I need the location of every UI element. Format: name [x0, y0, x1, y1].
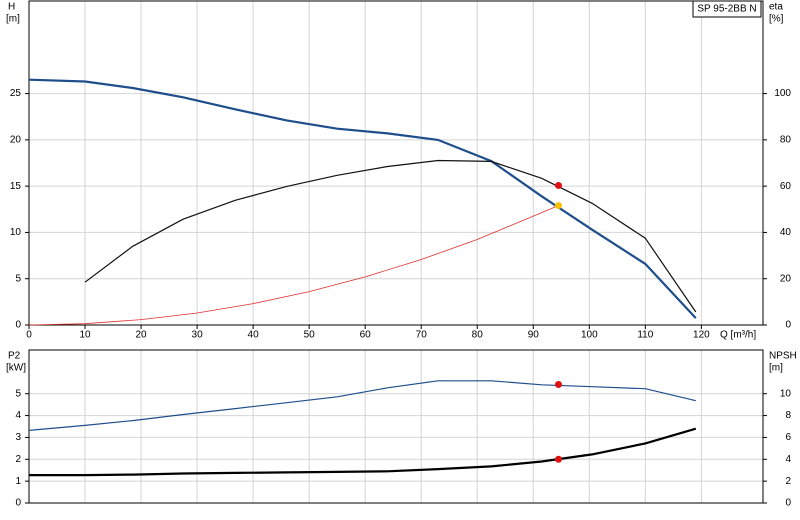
y2-tick-label: 40: [780, 227, 792, 238]
x-tick-label: 70: [416, 330, 428, 341]
y-tick-label: 10: [10, 227, 22, 238]
y2-tick-label: 60: [780, 181, 792, 192]
y-tick-label: 0: [15, 498, 21, 509]
y-axis-label: H: [8, 2, 15, 13]
x-tick-label: 50: [304, 330, 316, 341]
x-tick-label: 30: [192, 330, 204, 341]
x-tick-label: 0: [26, 330, 32, 341]
y-tick-label: 15: [10, 181, 22, 192]
curve: [28, 205, 559, 326]
y2-axis-unit: [m]: [769, 363, 783, 374]
x-tick-label: 10: [79, 330, 91, 341]
x-tick-label: 20: [135, 330, 147, 341]
operating-point: [554, 381, 562, 389]
y2-axis-unit: [%]: [769, 14, 784, 25]
y-tick-label: 1: [15, 476, 21, 487]
curve: [29, 427, 697, 477]
x-tick-label: 120: [693, 330, 710, 341]
y2-axis-label: NPSH: [769, 351, 797, 362]
y-axis-label: P2: [8, 351, 21, 362]
y2-tick-label: 10: [780, 388, 792, 399]
y2-tick-label: 2: [785, 476, 791, 487]
y-tick-label: 0: [15, 320, 21, 331]
y-axis-unit: [m]: [6, 14, 20, 25]
y2-tick-label: 4: [785, 454, 791, 465]
curve: [84, 159, 697, 313]
x-tick-label: 40: [248, 330, 260, 341]
y-tick-label: 4: [15, 410, 21, 421]
y2-tick-label: 0: [785, 320, 791, 331]
y-tick-label: 5: [15, 388, 21, 399]
x-tick-label: 100: [581, 330, 598, 341]
y-axis-unit: [kW]: [6, 363, 26, 374]
x-axis-label: Q [m³/h]: [720, 330, 756, 341]
y-tick-label: 3: [15, 432, 21, 443]
x-tick-label: 80: [472, 330, 484, 341]
plot-frame: [28, 0, 764, 326]
plot-frame: [28, 349, 764, 504]
x-tick-label: 90: [528, 330, 540, 341]
y2-tick-label: 80: [780, 134, 792, 145]
y-tick-label: 5: [15, 273, 21, 284]
x-tick-label: 110: [637, 330, 653, 341]
curve: [28, 380, 696, 431]
legend-label: SP 95-2BB N: [697, 4, 756, 15]
y2-tick-label: 0: [785, 498, 791, 509]
legend-box: [692, 0, 762, 18]
x-tick-label: 60: [360, 330, 372, 341]
operating-point: [554, 181, 562, 189]
y2-tick-label: 20: [780, 273, 792, 284]
operating-point: [554, 455, 562, 463]
y2-tick-label: 6: [785, 432, 791, 443]
y-tick-label: 20: [10, 134, 22, 145]
y2-tick-label: 100: [774, 88, 791, 99]
y2-tick-label: 8: [785, 410, 791, 421]
y2-axis-label: eta: [769, 2, 783, 13]
y-tick-label: 2: [15, 454, 21, 465]
operating-point: [554, 202, 562, 210]
curve: [28, 78, 697, 319]
y-tick-label: 25: [10, 88, 22, 99]
